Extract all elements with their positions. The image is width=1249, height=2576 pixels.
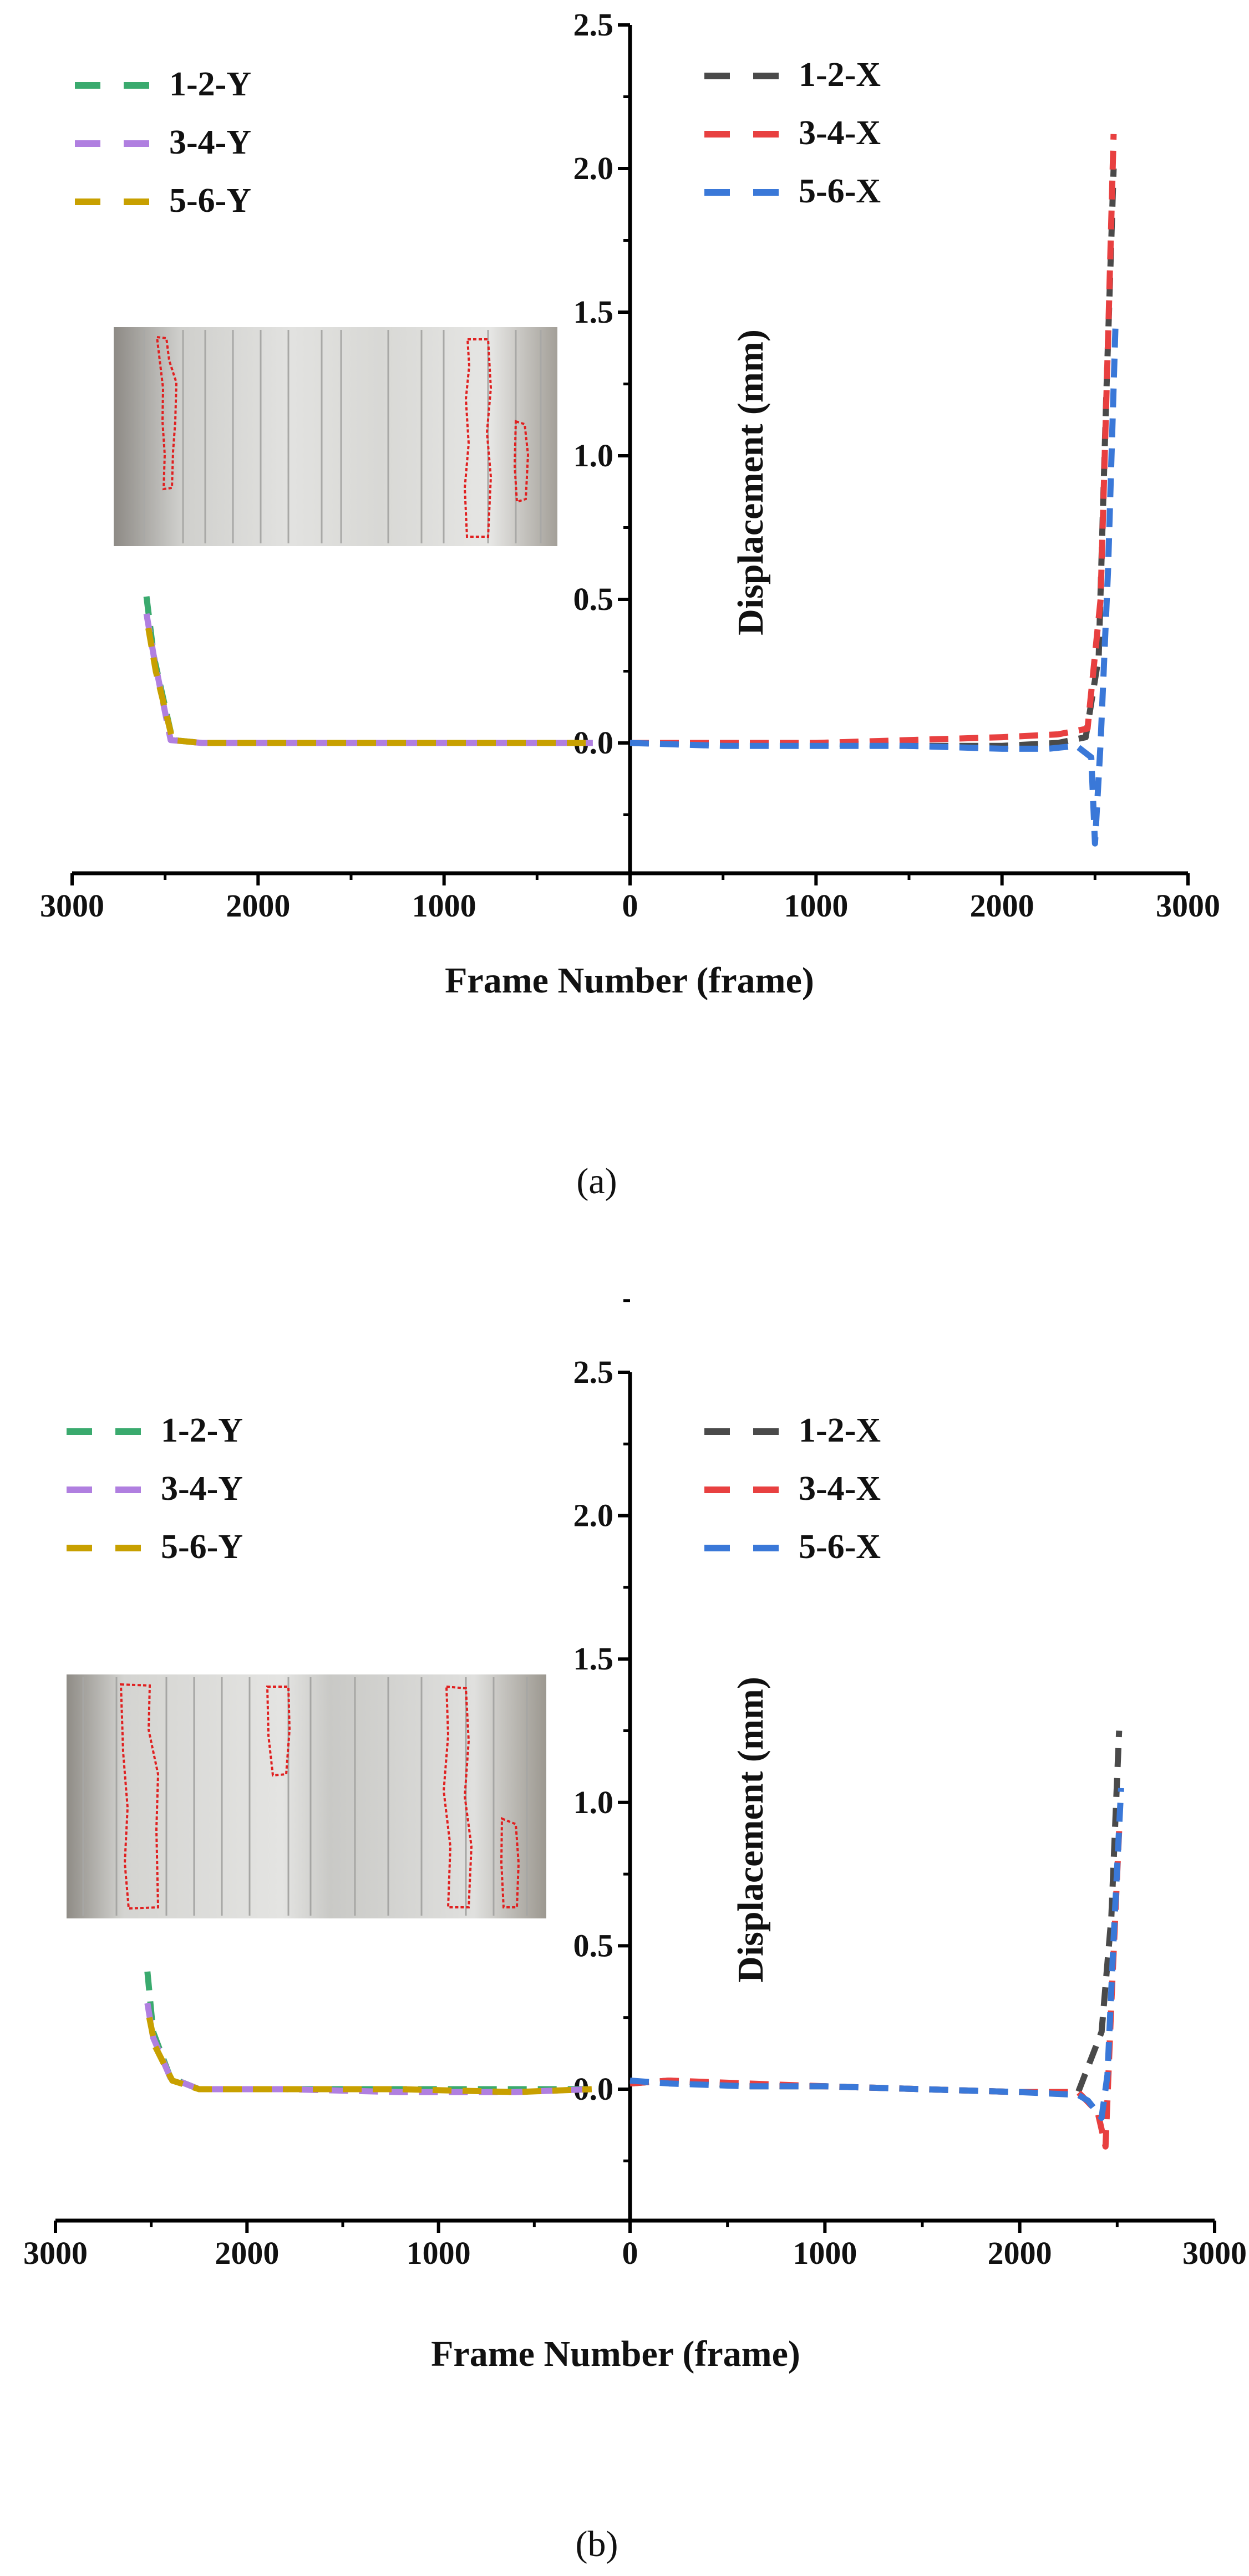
- panel-b-series: [144, 1730, 1124, 2150]
- y-tick-label: 2.5: [573, 7, 614, 43]
- legend-label-1-2-X: 1-2-X: [799, 1412, 881, 1449]
- panel-b-ticks: 3000 2000 1000 0 1000 2000 30000.00.51.01.52.0…: [23, 1299, 1247, 2271]
- series-line-1-2-X: [629, 1730, 1123, 2095]
- legend-label-3-4-X: 3-4-X: [799, 1470, 881, 1508]
- y-tick-label: 0.5: [573, 1927, 614, 1963]
- panel-a-specimen-photo: [114, 327, 557, 546]
- y-tick-label: 2.5: [573, 1354, 614, 1390]
- series-line-1-2-Y: [143, 596, 593, 746]
- series-line-3-4-X: [629, 1831, 1123, 2150]
- x-tick-label: 2000: [226, 888, 290, 924]
- panel-a-ylabel: Displacement (mm): [730, 329, 771, 635]
- legend-label-5-6-Y: 5-6-Y: [169, 182, 251, 220]
- y-tick-label: 2.0: [573, 1498, 614, 1534]
- series-line-3-4-X: [630, 134, 1117, 746]
- x-tick-label: 0: [622, 888, 638, 924]
- legend-label-1-2-X: 1-2-X: [799, 56, 881, 94]
- legend-label-5-6-Y: 5-6-Y: [161, 1528, 243, 1566]
- panel-a-ticks: 3000 2000 1000 0 1000 2000 30000.00.51.01.52.0…: [40, 7, 1220, 924]
- y-tick-label: 2.0: [573, 150, 614, 186]
- series-line-3-4-Y: [143, 613, 593, 746]
- legend-label-3-4-X: 3-4-X: [799, 114, 881, 152]
- series-line-1-2-X: [630, 168, 1117, 749]
- legend-label-1-2-Y: 1-2-Y: [169, 65, 251, 103]
- x-tick-label: 2000: [970, 888, 1034, 924]
- x-tick-label: 3000: [1156, 888, 1220, 924]
- panel-b-legend: 1-2-Y 3-4-Y 5-6-Y 1-2-X 3-4-X 5-6-X: [67, 1412, 881, 1566]
- panel-b-xlabel: Frame Number (frame): [431, 2334, 800, 2374]
- series-line-3-4-Y: [144, 2002, 592, 2095]
- series-line-1-2-Y: [144, 1971, 592, 2093]
- legend-label-1-2-Y: 1-2-Y: [161, 1412, 243, 1449]
- panel-a-series: [143, 134, 1119, 847]
- panel-b-ylabel: Displacement (mm): [730, 1677, 771, 1983]
- series-line-5-6-X: [629, 326, 1119, 847]
- y-tick-label: 1.5: [573, 1641, 614, 1677]
- panel-b-caption: (b): [576, 2524, 618, 2564]
- y-tick-label: 1.0: [573, 437, 614, 474]
- x-tick-label: 1000: [412, 888, 476, 924]
- x-tick-label: 2000: [988, 2235, 1052, 2271]
- legend-label-3-4-Y: 3-4-Y: [161, 1470, 243, 1508]
- panel-a-legend: 1-2-Y 3-4-Y 5-6-Y 1-2-X 3-4-X 5-6-X: [75, 56, 881, 220]
- y-tick-label: 0.5: [573, 581, 614, 617]
- x-tick-label: 2000: [215, 2235, 279, 2271]
- x-tick-label: 0: [622, 2235, 638, 2271]
- x-tick-label: 3000: [40, 888, 104, 924]
- y-tick-label: 1.0: [573, 1784, 614, 1820]
- panel-a-caption: (a): [576, 1161, 617, 1202]
- series-line-5-6-X: [629, 1788, 1124, 2121]
- panel-b: 3000 2000 1000 0 1000 2000 30000.00.51.01.52.0…: [23, 1299, 1247, 2564]
- legend-label-3-4-Y: 3-4-Y: [169, 124, 251, 161]
- x-tick-label: 1000: [407, 2235, 471, 2271]
- x-tick-label: 3000: [1182, 2235, 1247, 2271]
- series-line-5-6-Y: [146, 2017, 592, 2095]
- x-tick-label: 3000: [23, 2235, 88, 2271]
- x-tick-label: 1000: [784, 888, 848, 924]
- panel-a-xlabel: Frame Number (frame): [445, 960, 814, 1001]
- panel-a: 3000 2000 1000 0 1000 2000 30000.00.51.01.52.0…: [40, 7, 1220, 1202]
- y-tick-label: 1.5: [573, 294, 614, 330]
- panel-b-specimen-photo: [67, 1674, 546, 1918]
- legend-label-5-6-X: 5-6-X: [799, 172, 881, 210]
- x-tick-label: 1000: [793, 2235, 857, 2271]
- legend-label-5-6-X: 5-6-X: [799, 1528, 881, 1566]
- series-line-5-6-Y: [145, 627, 593, 746]
